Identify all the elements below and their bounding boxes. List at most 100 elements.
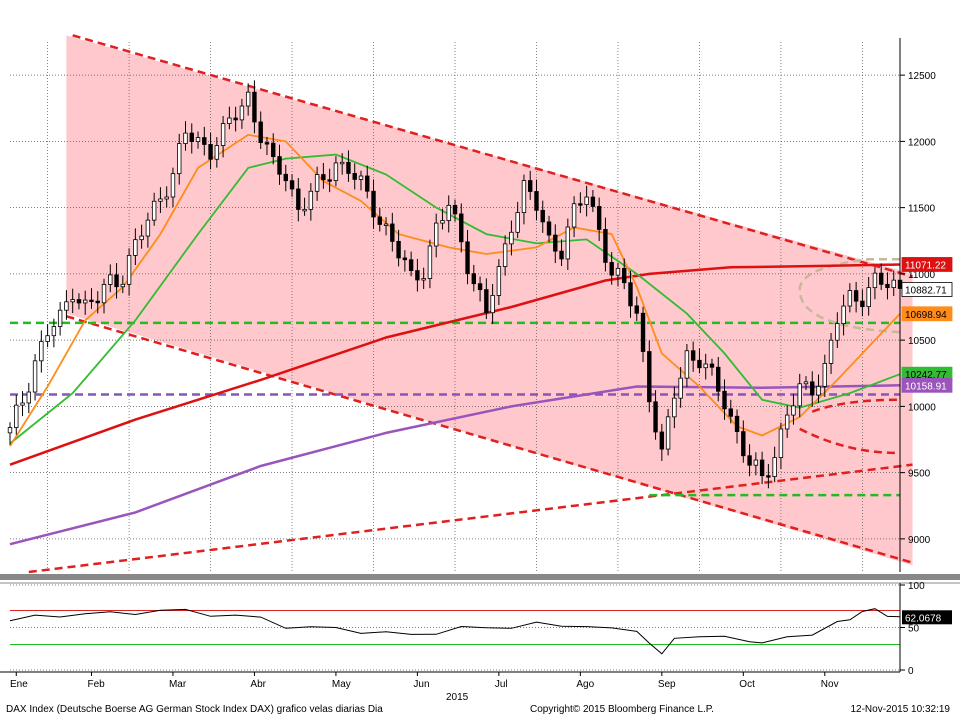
candle-body [14,404,19,428]
candle-body [465,241,470,275]
x-tick-label: May [332,679,351,690]
candle-body [314,174,320,192]
candle [759,451,765,485]
chart-timestamp: 12-Nov-2015 10:32:19 [850,704,950,715]
pattern-ellipse [798,258,901,334]
candle [308,183,314,221]
candle [546,215,552,243]
candle [346,150,351,182]
candle [327,168,332,193]
x-tick-label: Jun [413,679,429,690]
candle-body [841,305,846,324]
candle-body [509,231,514,245]
candle [647,340,652,413]
lower-trend-line [66,315,913,564]
y-tick-label: 11500 [908,204,936,215]
rsi-last-label: 62.0678 [902,610,952,625]
candle-body [446,204,451,221]
candle [408,251,414,277]
y-tick-labels: 9000 9500 10000 10500 11000 11500 12000 12500 [900,71,936,546]
candle-body [239,105,245,121]
candle [772,446,777,483]
candle [440,208,445,230]
candle [509,220,514,256]
candle [208,132,213,170]
candle [540,200,545,233]
candle [277,144,282,185]
candle-body [590,196,596,207]
candle-body [596,206,602,230]
candle [314,166,320,201]
candle-body [546,221,552,236]
candle-body [308,190,314,210]
candle [377,207,382,232]
candle [640,306,646,363]
rsi-tick-label: 50 [908,624,920,635]
candle-body [603,229,608,263]
candle [39,330,44,373]
candle-body [741,431,746,457]
candle [853,282,859,313]
candle-body [459,213,464,243]
candle [653,390,658,440]
candle-body [358,175,364,180]
candle [728,399,733,424]
candle-body [383,223,389,226]
candle-body [528,180,533,192]
candle [195,131,201,149]
candle-body [709,363,715,368]
candle-body [145,219,151,237]
candle [459,203,464,253]
candle [433,213,439,258]
candle [383,217,389,236]
candle [139,224,144,249]
candle [7,422,13,445]
candle [365,165,370,199]
candle-body [408,259,414,271]
candle [872,267,878,300]
candle-body [202,137,207,145]
candle-body [615,267,621,276]
candle [126,248,132,296]
candle [502,235,508,276]
candle-body [415,270,420,281]
candle-body [133,239,138,256]
candle [214,137,220,168]
candle [784,405,790,438]
grid [10,42,900,572]
candle-body [83,299,88,304]
candle [339,153,345,175]
candle-body [484,289,489,314]
x-tick-label: Ago [576,679,594,690]
candle-body [891,279,896,289]
x-tick-label: Ene [10,679,28,690]
x-tick-label: Sep [658,679,676,690]
price-label-text: 11071.22 [905,260,946,271]
candle [95,291,100,314]
candle-body [51,326,57,337]
candle [766,463,771,489]
candle [158,187,163,214]
candle-body [703,363,708,369]
x-tick-labels: Ene Feb Mar Abr May Jun Jul Ago Sep Oct Nov [10,672,839,690]
candle [578,192,583,214]
ma20-line [9,133,901,447]
candle [296,178,301,222]
candle-body [634,305,639,314]
candle [252,80,257,134]
candle [885,272,890,300]
price-label-text: 10158.91 [905,381,947,392]
candle-body [183,132,188,144]
candle [553,224,558,264]
candle [415,258,420,292]
candle-body [189,132,194,142]
candle-body [252,91,257,123]
candle-body [452,204,458,215]
candle-body [177,143,182,175]
candle [402,250,408,272]
candle-body [32,360,38,393]
candle [490,284,495,324]
candle-body [885,283,890,289]
